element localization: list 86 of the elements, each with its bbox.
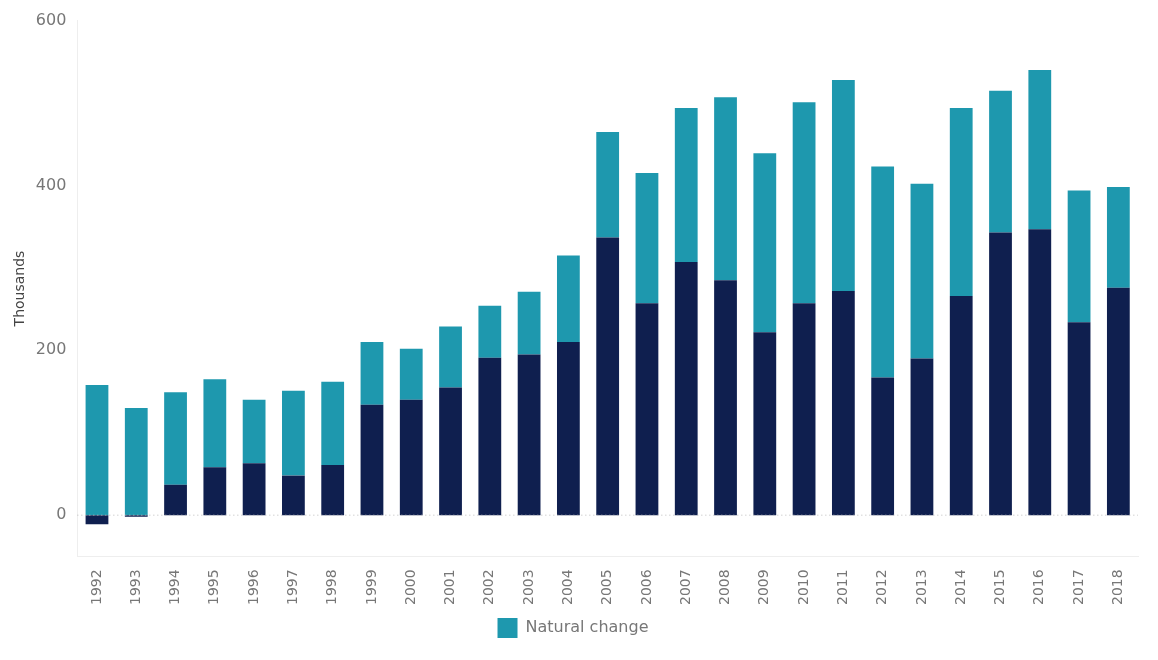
bar [556, 255, 580, 343]
x-tick-label: 1993 [126, 569, 143, 606]
x-tick-label: 2013 [912, 569, 929, 606]
x-tick-label: 2006 [637, 569, 654, 606]
bar [674, 262, 698, 516]
x-tick-label: 2003 [519, 569, 536, 606]
x-tick-label: 1999 [362, 569, 379, 606]
bar [635, 173, 659, 304]
y-tick-label: 600 [35, 9, 67, 29]
bar [949, 107, 973, 296]
x-tick-label: 2002 [480, 569, 497, 606]
bar [282, 390, 305, 476]
x-tick-label: 2015 [991, 569, 1008, 606]
y-tick-label: 0 [56, 504, 67, 524]
bar [360, 404, 384, 516]
bar [203, 467, 227, 516]
bar [478, 305, 502, 358]
bar [439, 387, 462, 516]
bar [596, 131, 620, 238]
x-tick-label: 2005 [598, 569, 615, 606]
x-tick-label: 2011 [834, 569, 851, 606]
bar [989, 232, 1012, 516]
bar [871, 166, 895, 378]
bar [871, 377, 895, 516]
bar [360, 342, 384, 405]
bar [439, 326, 462, 388]
bar [242, 463, 266, 516]
x-tick-label: 1992 [87, 569, 104, 606]
x-tick-label: 2010 [794, 569, 811, 606]
x-tick-label: 2000 [401, 569, 418, 606]
y-axis-title: Thousands [11, 250, 28, 328]
x-tick-label: 2001 [441, 569, 458, 606]
bar [1028, 70, 1052, 230]
bar [203, 379, 227, 468]
bar [85, 384, 109, 516]
x-tick-label: 2014 [951, 569, 968, 606]
bar [282, 475, 305, 516]
bar [517, 291, 541, 355]
bar [753, 332, 777, 516]
bar [753, 153, 777, 333]
bar [949, 295, 973, 516]
x-tick-label: 1994 [166, 569, 183, 606]
bar [910, 183, 934, 359]
x-tick-label: 2018 [1109, 569, 1125, 606]
bar [635, 303, 659, 516]
x-tick-label: 2017 [1069, 569, 1086, 606]
x-tick-label: 2016 [1030, 569, 1047, 606]
bar [714, 97, 737, 281]
bar [792, 303, 816, 516]
bar [910, 358, 934, 516]
x-tick-label: 1998 [323, 569, 340, 606]
bar [478, 357, 502, 516]
bar [1106, 287, 1130, 516]
bar [831, 79, 855, 291]
bar [714, 280, 737, 516]
bar [556, 342, 580, 516]
bar [1067, 190, 1091, 323]
bar [674, 107, 698, 263]
x-tick-label: 2008 [716, 569, 733, 606]
x-tick-label: 2009 [755, 569, 772, 606]
bar [85, 515, 109, 525]
bar [124, 408, 148, 516]
bar [1106, 187, 1130, 288]
bar [399, 348, 423, 400]
bar [989, 90, 1012, 233]
bar [321, 381, 345, 465]
bar [596, 237, 620, 516]
x-tick-label: 1997 [284, 569, 301, 606]
bar [321, 464, 345, 516]
bar [242, 399, 266, 464]
x-tick-label: 1996 [244, 569, 261, 606]
bar [1067, 322, 1091, 516]
y-tick-label: 400 [35, 174, 67, 194]
bar [399, 399, 423, 516]
y-tick-label: 200 [35, 339, 67, 359]
x-tick-label: 2004 [559, 569, 576, 606]
bar [1028, 229, 1052, 516]
bar [517, 354, 541, 516]
x-tick-label: 2012 [873, 569, 890, 606]
legend-label: Natural change [525, 617, 649, 637]
bar [164, 392, 187, 485]
bar [792, 102, 816, 304]
bar [164, 484, 187, 516]
x-tick-label: 2007 [676, 569, 693, 606]
x-tick-label: 1995 [205, 569, 222, 606]
bar [831, 290, 855, 516]
